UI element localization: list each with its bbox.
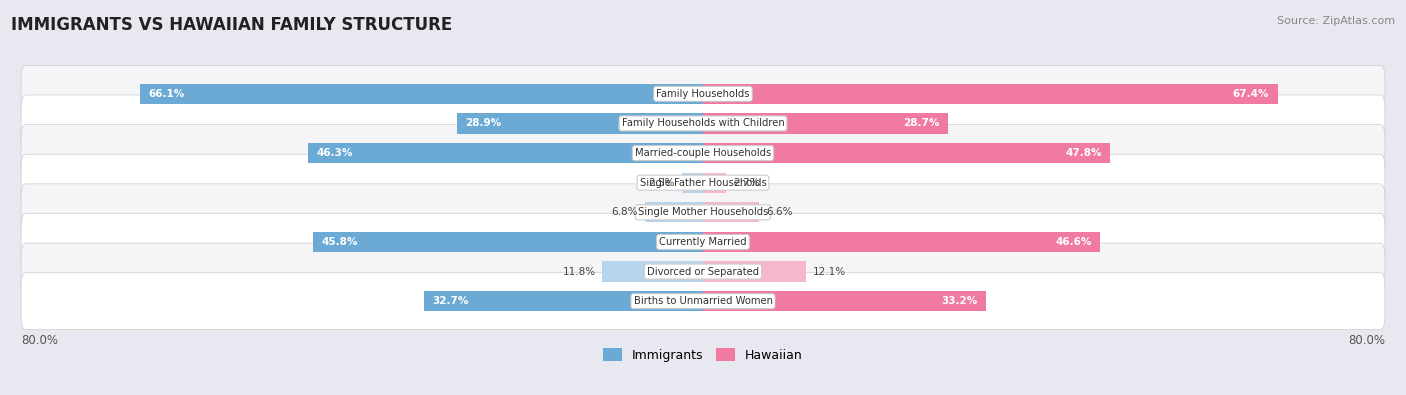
Text: 46.6%: 46.6% (1056, 237, 1091, 247)
Bar (703, 261, 806, 282)
FancyBboxPatch shape (21, 243, 1385, 300)
Bar (645, 202, 703, 222)
FancyBboxPatch shape (21, 184, 1385, 241)
Text: Married-couple Households: Married-couple Households (636, 148, 770, 158)
Text: 11.8%: 11.8% (562, 267, 596, 276)
FancyBboxPatch shape (21, 154, 1385, 211)
FancyBboxPatch shape (21, 95, 1385, 152)
Bar (308, 143, 703, 163)
Text: 45.8%: 45.8% (321, 237, 357, 247)
Bar (703, 113, 948, 134)
Text: Family Households: Family Households (657, 89, 749, 99)
Text: 47.8%: 47.8% (1066, 148, 1102, 158)
Text: Family Households with Children: Family Households with Children (621, 118, 785, 128)
Text: 33.2%: 33.2% (941, 296, 977, 306)
Legend: Immigrants, Hawaiian: Immigrants, Hawaiian (603, 348, 803, 362)
Text: Source: ZipAtlas.com: Source: ZipAtlas.com (1277, 16, 1395, 26)
Text: 2.7%: 2.7% (733, 178, 759, 188)
Bar (139, 84, 703, 104)
Text: Single Father Households: Single Father Households (640, 178, 766, 188)
Text: 28.9%: 28.9% (465, 118, 502, 128)
Text: Currently Married: Currently Married (659, 237, 747, 247)
Text: 6.8%: 6.8% (612, 207, 638, 217)
Text: 12.1%: 12.1% (813, 267, 846, 276)
Text: 32.7%: 32.7% (433, 296, 470, 306)
Text: 66.1%: 66.1% (148, 89, 184, 99)
Bar (703, 202, 759, 222)
Text: 2.5%: 2.5% (648, 178, 675, 188)
Bar (703, 232, 1101, 252)
Bar (682, 173, 703, 193)
Bar (703, 173, 725, 193)
Text: 80.0%: 80.0% (1348, 334, 1385, 347)
Text: Divorced or Separated: Divorced or Separated (647, 267, 759, 276)
FancyBboxPatch shape (21, 65, 1385, 122)
Text: IMMIGRANTS VS HAWAIIAN FAMILY STRUCTURE: IMMIGRANTS VS HAWAIIAN FAMILY STRUCTURE (11, 16, 453, 34)
Bar (602, 261, 703, 282)
FancyBboxPatch shape (21, 125, 1385, 182)
Bar (703, 291, 986, 311)
Text: Births to Unmarried Women: Births to Unmarried Women (634, 296, 772, 306)
Text: 6.6%: 6.6% (766, 207, 793, 217)
Text: 46.3%: 46.3% (316, 148, 353, 158)
Bar (457, 113, 703, 134)
Bar (312, 232, 703, 252)
Bar (703, 84, 1278, 104)
Text: Single Mother Households: Single Mother Households (638, 207, 768, 217)
Bar (425, 291, 703, 311)
Text: 67.4%: 67.4% (1233, 89, 1270, 99)
Text: 80.0%: 80.0% (21, 334, 58, 347)
FancyBboxPatch shape (21, 213, 1385, 270)
Text: 28.7%: 28.7% (903, 118, 939, 128)
Bar (703, 143, 1111, 163)
FancyBboxPatch shape (21, 273, 1385, 329)
